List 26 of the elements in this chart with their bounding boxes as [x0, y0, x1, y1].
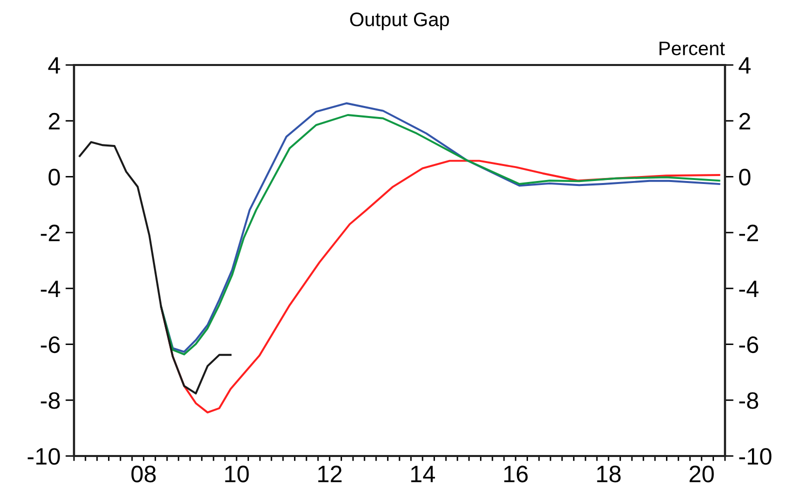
y-tick-label: 0 — [48, 168, 60, 186]
y2-tick-label: -8 — [739, 392, 758, 409]
x-tick-label: 12 — [318, 466, 342, 482]
x-tick-label: 16 — [504, 466, 528, 482]
y-tick-label: 4 — [48, 57, 60, 74]
y2-tick-label: -6 — [739, 336, 758, 354]
y2-tick-label: -2 — [739, 224, 758, 242]
y2-axis-title: Percent — [660, 42, 725, 56]
line-series — [78, 141, 232, 394]
y2-tick-label: 2 — [739, 112, 750, 130]
y-tick-label: -10 — [28, 448, 60, 465]
x-tick-label: 18 — [597, 466, 621, 482]
chart-title: Output Gap — [350, 12, 449, 30]
y-tick-label: -4 — [40, 280, 60, 297]
y-tick-label: 2 — [48, 112, 60, 130]
y2-tick-label: 0 — [739, 168, 750, 186]
y-tick-label: -2 — [40, 224, 60, 242]
y2-tick-label: 4 — [738, 57, 751, 74]
y2-tick-label: -10 — [739, 448, 772, 465]
x-tick-label: 14 — [411, 466, 435, 482]
x-tick-label: 08 — [131, 466, 156, 482]
y2-tick-label: -4 — [739, 280, 758, 297]
y-tick-label: -8 — [40, 392, 60, 409]
x-tick-label: 10 — [225, 466, 249, 482]
y-tick-label: -6 — [40, 336, 60, 354]
x-tick-label: 20 — [690, 466, 714, 482]
